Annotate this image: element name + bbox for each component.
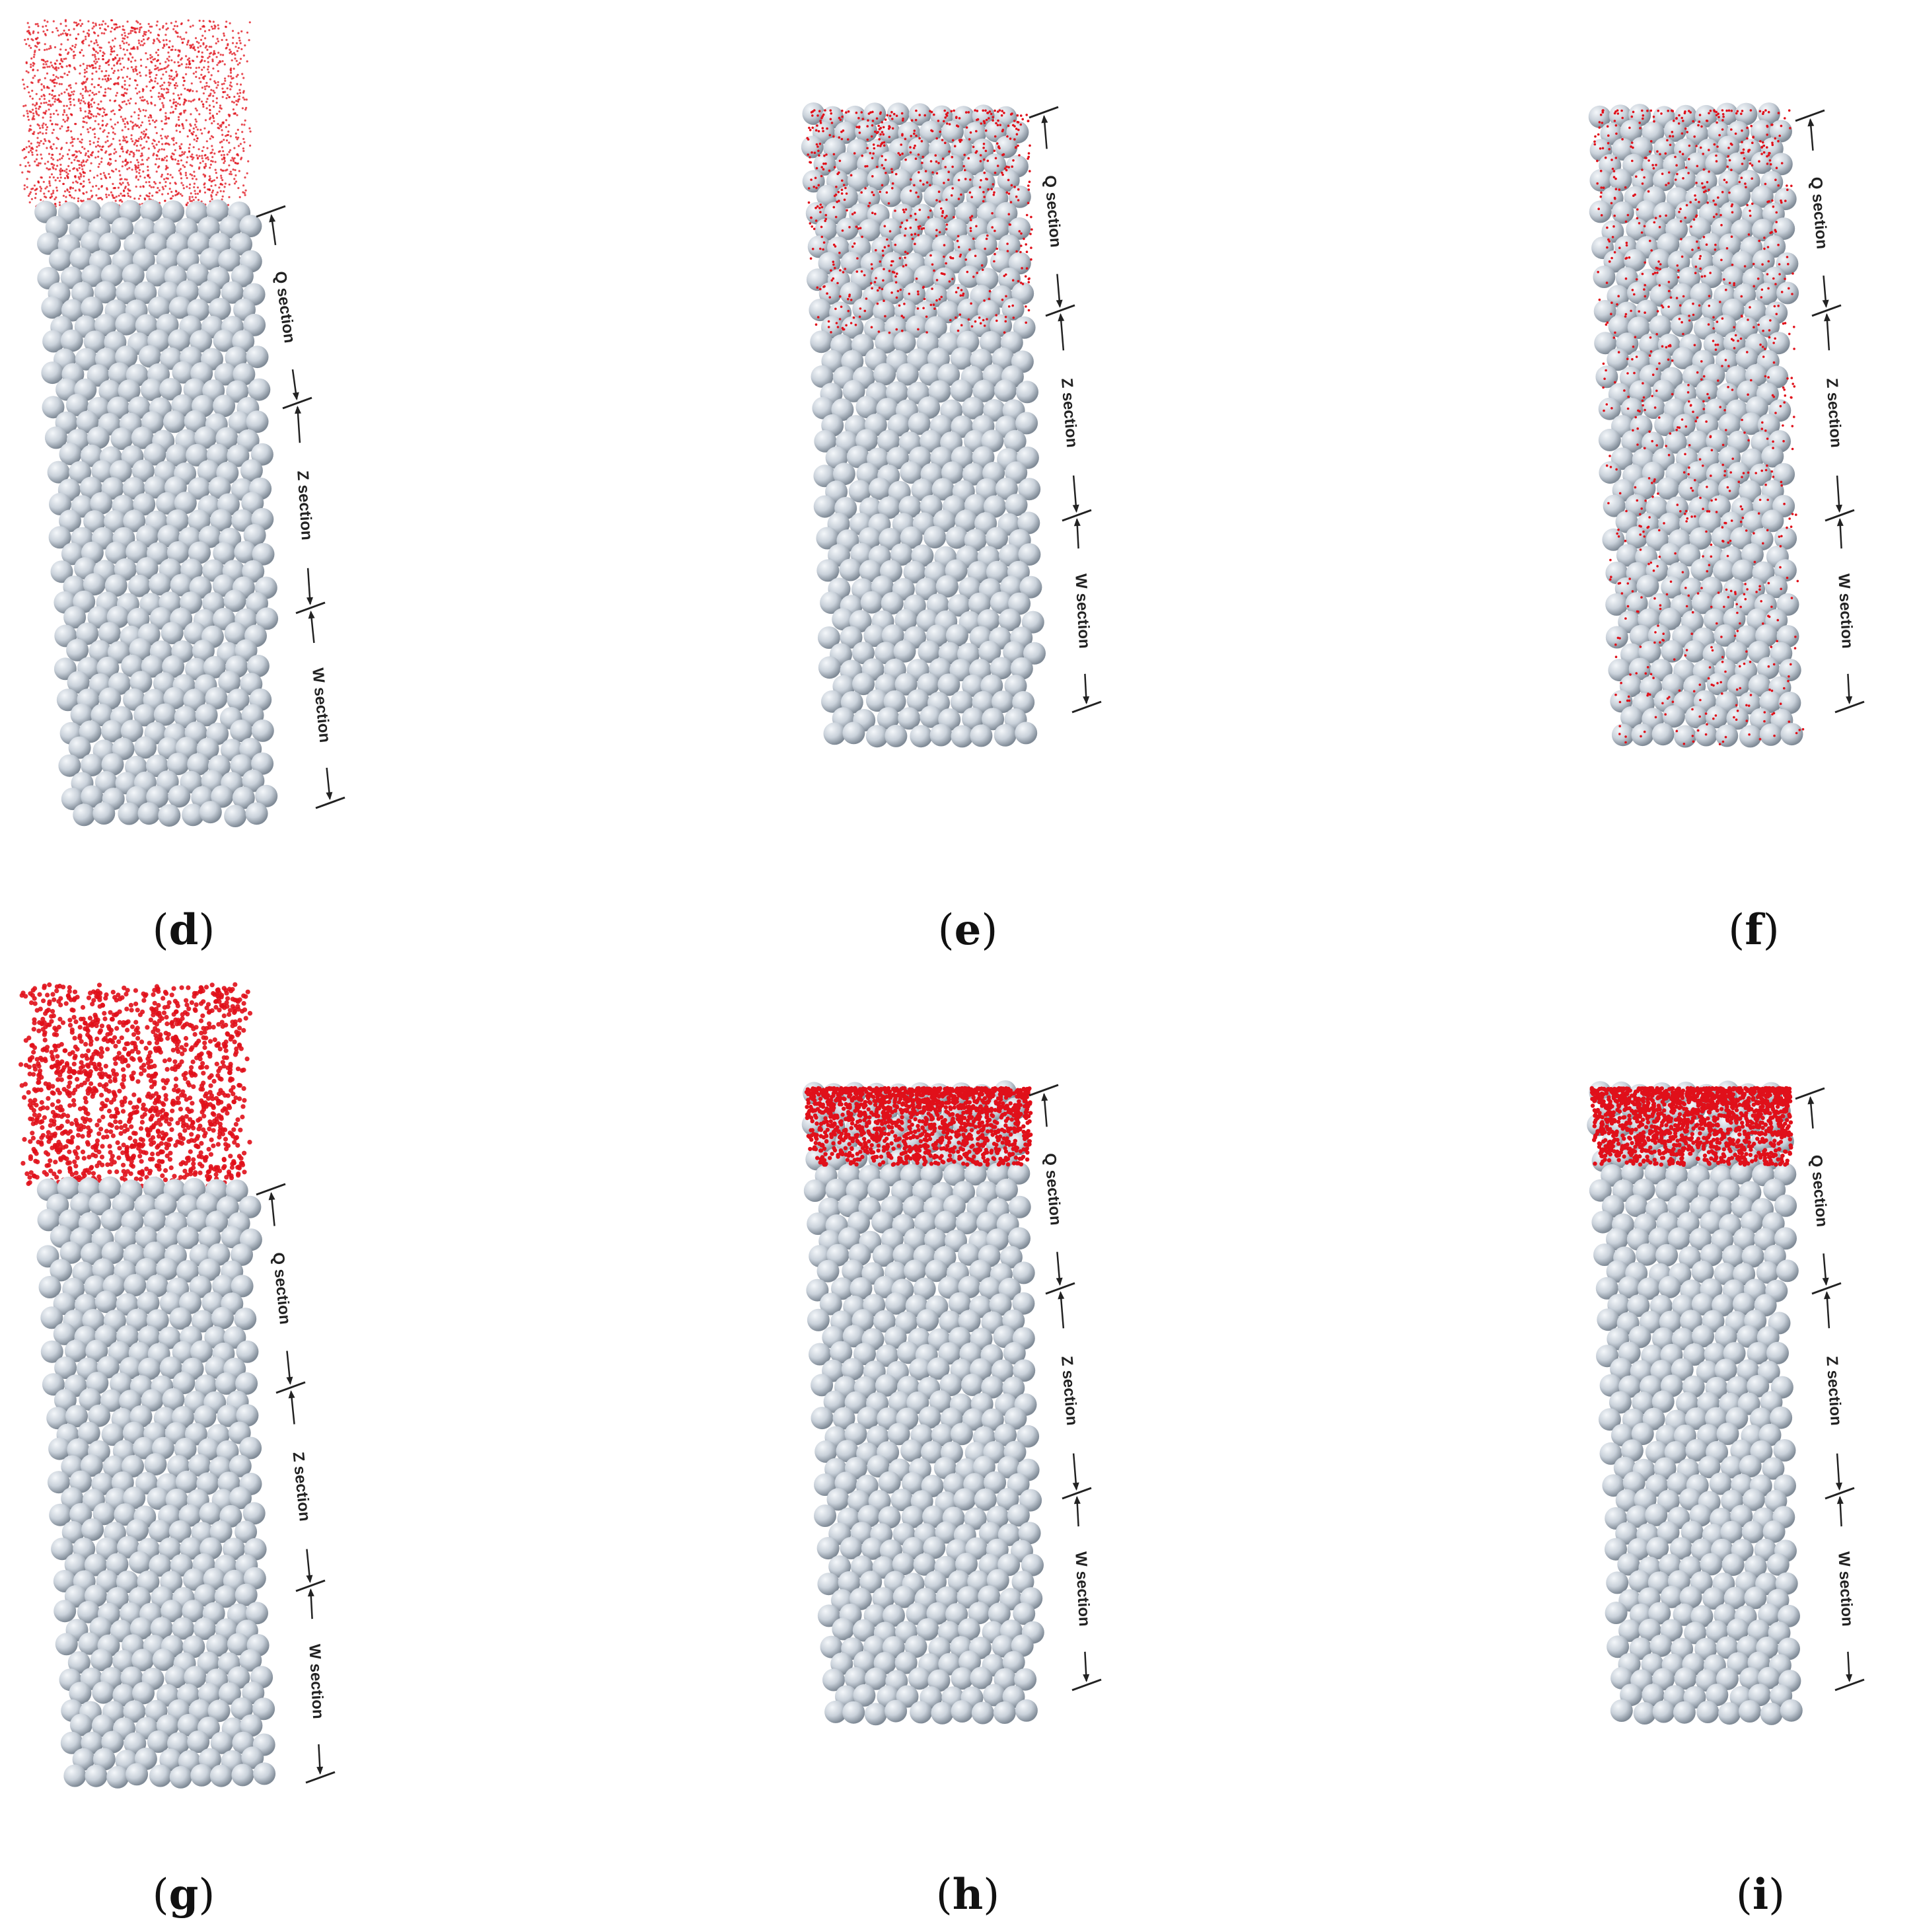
- panel-h: Q section Z section W section: [793, 978, 1163, 1837]
- section-label: W section: [1834, 574, 1856, 650]
- packed-bed: [1587, 1080, 1803, 1725]
- section-label: W section: [308, 667, 334, 743]
- section-label: W section: [1834, 1551, 1856, 1627]
- panel-e: Q section Z section W section: [793, 0, 1163, 859]
- deposited-particles: [806, 109, 1033, 334]
- section-label: W section: [1071, 1551, 1093, 1627]
- caption-d: (d): [152, 905, 215, 955]
- section-label: Z section: [1823, 377, 1845, 448]
- packed-bed: [801, 102, 1046, 748]
- falling-particles: [19, 19, 252, 209]
- section-ruler: Q section Z section W section: [256, 205, 345, 809]
- column-d: Q section Z section W section: [19, 19, 345, 827]
- caption-e: (e): [937, 905, 998, 955]
- section-label: Z section: [289, 1451, 313, 1522]
- caption-h: (h): [935, 1870, 1000, 1919]
- section-label: Q section: [1807, 1154, 1831, 1228]
- column-g: Q section Z section W section: [18, 982, 336, 1789]
- section-label: Q section: [1041, 174, 1065, 248]
- section-label: Z section: [1058, 377, 1081, 448]
- panel-i: Q section Z section W section: [1572, 978, 1916, 1837]
- panel-f: Q section Z section W section: [1572, 0, 1916, 859]
- packed-bed: [36, 1176, 276, 1789]
- section-label: Z section: [1823, 1355, 1845, 1426]
- section-label: Z section: [293, 470, 316, 540]
- column-f: Q section Z section W section: [1588, 102, 1865, 748]
- caption-g: (g): [152, 1870, 215, 1919]
- caption-i: (i): [1735, 1870, 1786, 1919]
- falling-particles: [18, 982, 253, 1189]
- panel-g: Q section Z section W section: [0, 978, 370, 1837]
- section-label: Z section: [1058, 1355, 1081, 1426]
- section-label: Q section: [1041, 1152, 1065, 1226]
- packed-bed: [1588, 102, 1803, 748]
- section-ruler: Q section Z section W section: [1795, 1087, 1865, 1691]
- packed-bed: [34, 199, 279, 827]
- deposited-particles: [1593, 109, 1805, 746]
- caption-f: (f): [1728, 905, 1780, 955]
- packed-bed: [801, 1080, 1044, 1726]
- section-label: Q section: [269, 1251, 294, 1325]
- section-ruler: Q section Z section W section: [256, 1183, 336, 1784]
- deposited-particles: [1589, 1086, 1793, 1167]
- section-label: W section: [1071, 574, 1093, 650]
- deposited-particles: [804, 1086, 1033, 1167]
- section-ruler: Q section Z section W section: [1795, 109, 1865, 714]
- section-label: W section: [305, 1644, 327, 1720]
- section-label: Q section: [271, 270, 299, 344]
- section-label: Q section: [1807, 176, 1831, 250]
- column-i: Q section Z section W section: [1587, 1080, 1865, 1725]
- panel-d: Q section Z section W section: [0, 0, 370, 859]
- column-e: Q section Z section W section: [801, 102, 1102, 748]
- column-h: Q section Z section W section: [801, 1080, 1102, 1726]
